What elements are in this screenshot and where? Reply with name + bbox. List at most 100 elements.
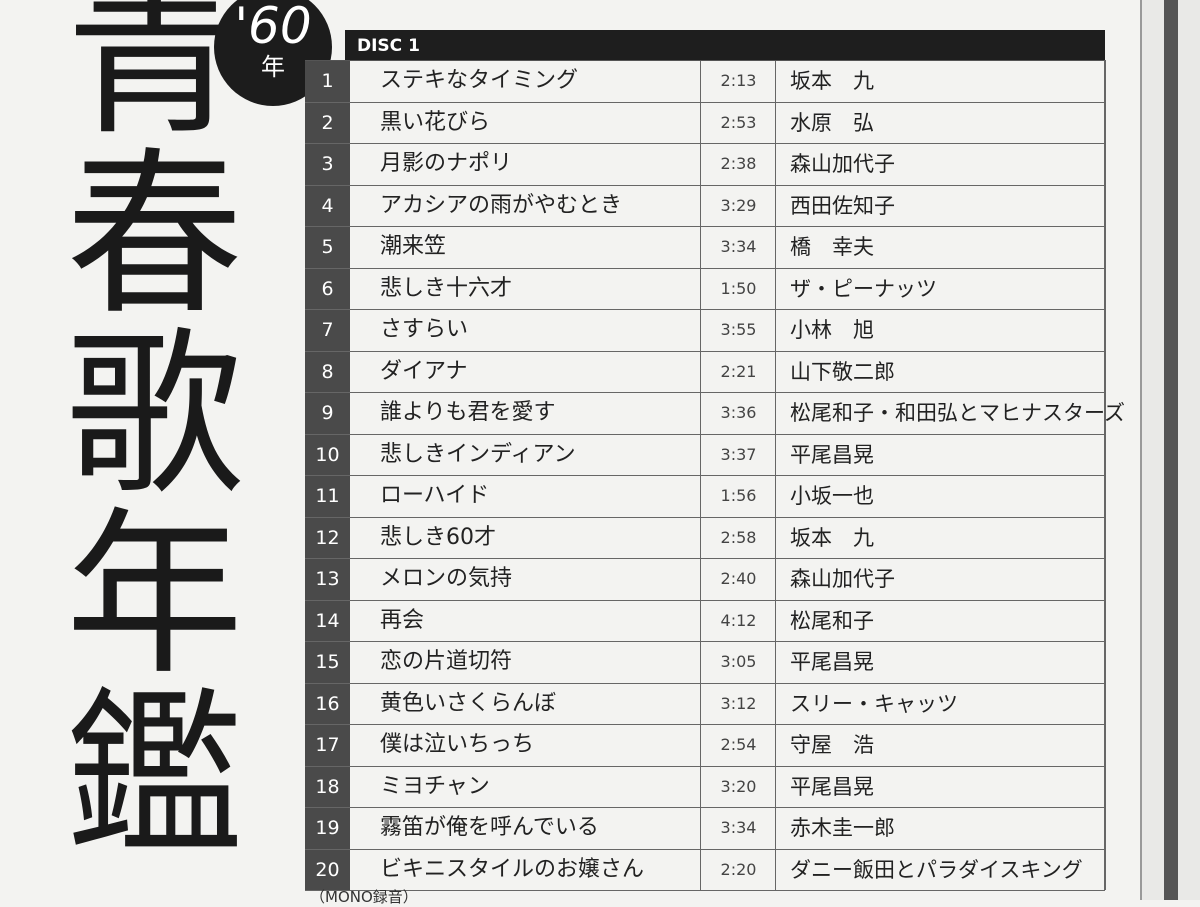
track-time: 2:20	[700, 849, 776, 890]
track-time: 3:34	[700, 808, 776, 849]
track-artist: 小坂一也	[775, 476, 1105, 517]
track-number: 1	[305, 61, 350, 102]
track-title: ダイアナ	[380, 358, 468, 384]
track-time: 3:12	[700, 683, 776, 724]
year-badge: '60 年	[214, 0, 332, 106]
track-artist: 坂本 九	[775, 517, 1105, 558]
track-row: 17 僕は泣いちっち 2:54 守屋 浩	[305, 725, 1105, 767]
track-title: さすらい	[380, 317, 469, 342]
track-time: 3:05	[700, 642, 776, 683]
track-title: ステキなタイミング	[380, 68, 579, 93]
track-artist: 橋 幸夫	[775, 227, 1105, 268]
track-row: 12 悲しき60才 2:58 坂本 九	[305, 517, 1105, 559]
track-title: 誰よりも君を愛す	[380, 400, 556, 425]
track-row: 15 恋の片道切符 3:05 平尾昌晃	[305, 642, 1105, 684]
badge-year: '60	[234, 0, 312, 55]
track-row: 9 誰よりも君を愛す 3:36 松尾和子・和田弘とマヒナスターズ	[305, 393, 1125, 435]
track-artist: 森山加代子	[775, 559, 1105, 600]
track-row: 19 霧笛が俺を呼んでいる 3:34 赤木圭一郎	[305, 808, 1105, 850]
track-number: 20	[305, 849, 350, 890]
adjacent-strip	[1164, 0, 1178, 900]
track-row: 16 黄色いさくらんぼ 3:12 スリー・キャッツ	[305, 683, 1105, 725]
track-time: 1:56	[700, 476, 776, 517]
track-title: メロンの気持	[380, 566, 513, 591]
track-row: 7 さすらい 3:55 小林 旭	[305, 310, 1105, 352]
track-artist: 平尾昌晃	[775, 434, 1105, 475]
track-title: 悲しき60才	[380, 524, 496, 550]
track-time: 2:38	[700, 144, 776, 185]
track-number: 11	[305, 476, 350, 517]
track-time: 4:12	[700, 600, 776, 641]
track-row: 18 ミヨチャン 3:20 平尾昌晃	[305, 766, 1105, 808]
track-number: 12	[305, 517, 350, 558]
track-row: 14 再会 4:12 松尾和子	[305, 600, 1105, 642]
track-row: 11 ローハイド 1:56 小坂一也	[305, 476, 1105, 518]
track-time: 2:21	[700, 351, 776, 392]
track-artist: 山下敬二郎	[775, 351, 1105, 392]
track-time: 3:36	[700, 393, 776, 434]
track-artist: 森山加代子	[775, 144, 1105, 185]
badge-suffix: 年	[261, 53, 285, 81]
track-time: 1:50	[700, 268, 776, 309]
track-artist: ダニー飯田とパラダイスキング	[775, 849, 1105, 890]
track-title: 黒い花びら	[380, 109, 491, 135]
track-title: 潮来笠	[380, 234, 447, 259]
track-row: 6 悲しき十六才 1:50 ザ・ピーナッツ	[305, 268, 1105, 310]
album-title: 青春歌年鑑	[36, 0, 243, 860]
track-title: 月影のナポリ	[380, 151, 513, 176]
track-row: 4 アカシアの雨がやむとき 3:29 西田佐知子	[305, 185, 1105, 227]
track-artist: スリー・キャッツ	[775, 683, 1105, 724]
track-title: 恋の片道切符	[380, 649, 513, 674]
track-row: 1 ステキなタイミング 2:13 坂本 九	[305, 61, 1105, 103]
track-row: 13 メロンの気持 2:40 森山加代子	[305, 559, 1105, 601]
track-number: 5	[305, 227, 350, 268]
track-title: 再会	[380, 607, 425, 633]
track-title: 悲しき十六才	[380, 275, 513, 301]
track-number: 10	[305, 434, 350, 475]
track-artist: 守屋 浩	[775, 725, 1105, 766]
track-artist: 西田佐知子	[775, 185, 1105, 226]
track-number: 6	[305, 268, 350, 309]
track-artist: 坂本 九	[775, 61, 1105, 102]
track-time: 2:13	[700, 61, 776, 102]
track-time: 3:34	[700, 227, 776, 268]
adjacent-page	[1140, 0, 1200, 900]
track-number: 18	[305, 766, 350, 807]
track-number: 8	[305, 351, 350, 392]
track-title: 僕は泣いちっち	[380, 732, 535, 757]
track-time: 2:53	[700, 102, 776, 143]
track-artist: 松尾和子	[775, 600, 1105, 641]
track-number: 3	[305, 144, 350, 185]
track-number: 15	[305, 642, 350, 683]
track-time: 3:37	[700, 434, 776, 475]
track-artist: 松尾和子・和田弘とマヒナスターズ	[775, 393, 1125, 434]
track-number: 16	[305, 683, 350, 724]
track-time: 3:55	[700, 310, 776, 351]
track-title: アカシアの雨がやむとき	[380, 192, 623, 218]
track-artist: 平尾昌晃	[775, 642, 1105, 683]
track-title: 黄色いさくらんぼ	[380, 690, 557, 716]
track-title: ローハイド	[380, 483, 490, 508]
track-artist: 平尾昌晃	[775, 766, 1105, 807]
track-row: 2 黒い花びら 2:53 水原 弘	[305, 102, 1105, 144]
track-row: 3 月影のナポリ 2:38 森山加代子	[305, 144, 1105, 186]
track-artist: 赤木圭一郎	[775, 808, 1105, 849]
track-table: 1 ステキなタイミング 2:13 坂本 九 2 黒い花びら 2:53 水原 弘 3 月影のナポリ 2…	[305, 60, 1125, 891]
track-row: 5 潮来笠 3:34 橋 幸夫	[305, 227, 1105, 269]
track-time: 3:20	[700, 766, 776, 807]
track-number: 13	[305, 559, 350, 600]
track-number: 19	[305, 808, 350, 849]
track-number: 7	[305, 310, 350, 351]
track-number: 2	[305, 102, 350, 143]
track-time: 2:40	[700, 559, 776, 600]
track-row: 8 ダイアナ 2:21 山下敬二郎	[305, 351, 1105, 393]
disc-header: DISC 1	[345, 30, 1105, 60]
track-time: 2:54	[700, 725, 776, 766]
track-time: 2:58	[700, 517, 776, 558]
track-number: 9	[305, 393, 350, 434]
track-title: 悲しきインディアン	[380, 441, 576, 467]
track-artist: ザ・ピーナッツ	[775, 268, 1105, 309]
note: （MONO録音）	[310, 888, 418, 906]
track-artist: 小林 旭	[775, 310, 1105, 351]
